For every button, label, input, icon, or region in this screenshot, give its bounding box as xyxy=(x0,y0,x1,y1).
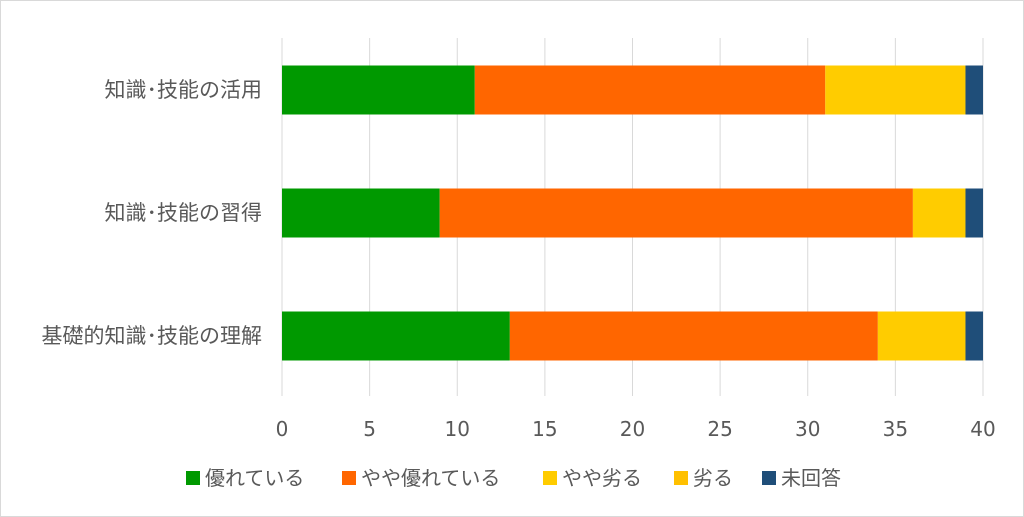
bar-segment xyxy=(282,188,440,238)
x-tick-label: 35 xyxy=(883,417,908,441)
legend-label: 未回答 xyxy=(781,466,841,490)
x-tick-label: 20 xyxy=(620,417,645,441)
x-tick-label: 0 xyxy=(276,417,289,441)
x-tick-label: 25 xyxy=(707,417,732,441)
legend-label: 劣る xyxy=(693,466,733,490)
x-tick-label: 15 xyxy=(532,417,557,441)
bar-segment xyxy=(282,311,510,361)
bar-segment xyxy=(965,188,983,238)
legend-swatch xyxy=(762,471,776,485)
x-tick-label: 5 xyxy=(363,417,376,441)
legend-label: やや劣る xyxy=(562,466,642,490)
category-label: 知識･技能の活用 xyxy=(105,78,263,102)
legend-swatch xyxy=(342,471,356,485)
x-tick-label: 40 xyxy=(970,417,995,441)
bar-segment xyxy=(877,311,966,361)
legend-swatch xyxy=(674,471,688,485)
legend-swatch xyxy=(186,471,200,485)
bar-segment xyxy=(509,311,878,361)
category-label: 基礎的知識･技能の理解 xyxy=(42,324,263,348)
bar-segment xyxy=(439,188,913,238)
category-label: 知識･技能の習得 xyxy=(105,201,263,225)
bar-segment xyxy=(474,65,826,115)
bar-segment xyxy=(912,188,966,238)
legend-swatch xyxy=(543,471,557,485)
x-tick-label: 10 xyxy=(445,417,470,441)
legend-label: 優れている xyxy=(205,466,304,490)
bar-segment xyxy=(282,65,475,115)
bar-segment xyxy=(965,65,983,115)
x-tick-label: 30 xyxy=(795,417,820,441)
bar-segment xyxy=(965,311,983,361)
bar-segment xyxy=(825,65,966,115)
legend-label: やや優れている xyxy=(361,466,500,490)
